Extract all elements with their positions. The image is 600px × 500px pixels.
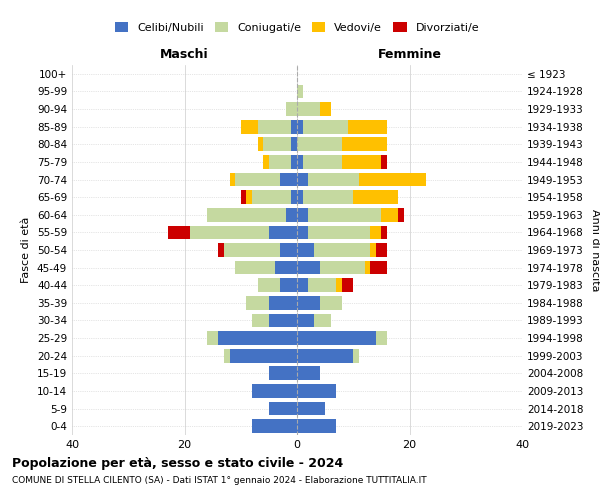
- Text: Femmine: Femmine: [377, 48, 442, 62]
- Bar: [263, 138, 292, 151]
- Bar: [297, 190, 302, 204]
- Bar: [308, 226, 370, 239]
- Bar: [252, 420, 297, 433]
- Bar: [252, 384, 297, 398]
- Bar: [280, 243, 297, 257]
- Bar: [320, 102, 331, 116]
- Bar: [218, 331, 297, 345]
- Bar: [297, 260, 320, 274]
- Bar: [235, 260, 275, 274]
- Bar: [292, 190, 297, 204]
- Bar: [269, 296, 297, 310]
- Bar: [365, 260, 370, 274]
- Bar: [218, 243, 224, 257]
- Bar: [370, 243, 376, 257]
- Bar: [376, 331, 387, 345]
- Bar: [207, 331, 218, 345]
- Bar: [297, 226, 308, 239]
- Bar: [252, 314, 269, 328]
- Bar: [342, 155, 382, 169]
- Bar: [297, 349, 353, 362]
- Bar: [275, 260, 297, 274]
- Text: Maschi: Maschi: [160, 48, 209, 62]
- Bar: [269, 314, 297, 328]
- Bar: [320, 260, 365, 274]
- Bar: [297, 84, 302, 98]
- Bar: [353, 349, 359, 362]
- Bar: [280, 172, 297, 186]
- Bar: [247, 296, 269, 310]
- Bar: [297, 155, 302, 169]
- Bar: [314, 243, 370, 257]
- Bar: [297, 138, 342, 151]
- Bar: [292, 120, 297, 134]
- Bar: [263, 155, 269, 169]
- Bar: [269, 226, 297, 239]
- Bar: [302, 120, 347, 134]
- Bar: [257, 138, 263, 151]
- Bar: [337, 278, 342, 292]
- Bar: [297, 172, 308, 186]
- Bar: [353, 190, 398, 204]
- Bar: [376, 243, 387, 257]
- Bar: [302, 155, 342, 169]
- Bar: [308, 172, 359, 186]
- Bar: [297, 366, 320, 380]
- Bar: [269, 366, 297, 380]
- Bar: [314, 314, 331, 328]
- Bar: [229, 349, 297, 362]
- Bar: [308, 208, 382, 222]
- Bar: [224, 349, 229, 362]
- Bar: [286, 208, 297, 222]
- Bar: [302, 190, 353, 204]
- Bar: [241, 120, 257, 134]
- Bar: [257, 278, 280, 292]
- Bar: [207, 208, 286, 222]
- Bar: [297, 278, 308, 292]
- Text: COMUNE DI STELLA CILENTO (SA) - Dati ISTAT 1° gennaio 2024 - Elaborazione TUTTIT: COMUNE DI STELLA CILENTO (SA) - Dati IST…: [12, 476, 427, 485]
- Bar: [224, 243, 280, 257]
- Bar: [292, 138, 297, 151]
- Bar: [297, 120, 302, 134]
- Bar: [382, 226, 387, 239]
- Bar: [252, 190, 292, 204]
- Bar: [229, 172, 235, 186]
- Bar: [269, 155, 292, 169]
- Bar: [235, 172, 280, 186]
- Bar: [297, 314, 314, 328]
- Bar: [292, 155, 297, 169]
- Bar: [190, 226, 269, 239]
- Bar: [297, 243, 314, 257]
- Bar: [347, 120, 387, 134]
- Legend: Celibi/Nubili, Coniugati/e, Vedovi/e, Divorziati/e: Celibi/Nubili, Coniugati/e, Vedovi/e, Di…: [115, 22, 479, 33]
- Bar: [286, 102, 297, 116]
- Bar: [308, 278, 337, 292]
- Bar: [297, 296, 320, 310]
- Bar: [382, 208, 398, 222]
- Bar: [382, 155, 387, 169]
- Y-axis label: Anni di nascita: Anni di nascita: [590, 209, 600, 291]
- Bar: [320, 296, 342, 310]
- Y-axis label: Fasce di età: Fasce di età: [22, 217, 31, 283]
- Bar: [297, 102, 320, 116]
- Bar: [370, 226, 382, 239]
- Bar: [297, 331, 376, 345]
- Bar: [370, 260, 387, 274]
- Bar: [247, 190, 252, 204]
- Bar: [342, 278, 353, 292]
- Bar: [297, 384, 337, 398]
- Bar: [269, 402, 297, 415]
- Bar: [359, 172, 427, 186]
- Bar: [167, 226, 190, 239]
- Bar: [297, 420, 337, 433]
- Bar: [342, 138, 387, 151]
- Bar: [241, 190, 247, 204]
- Bar: [297, 402, 325, 415]
- Bar: [398, 208, 404, 222]
- Bar: [297, 208, 308, 222]
- Bar: [257, 120, 292, 134]
- Text: Popolazione per età, sesso e stato civile - 2024: Popolazione per età, sesso e stato civil…: [12, 458, 343, 470]
- Bar: [280, 278, 297, 292]
